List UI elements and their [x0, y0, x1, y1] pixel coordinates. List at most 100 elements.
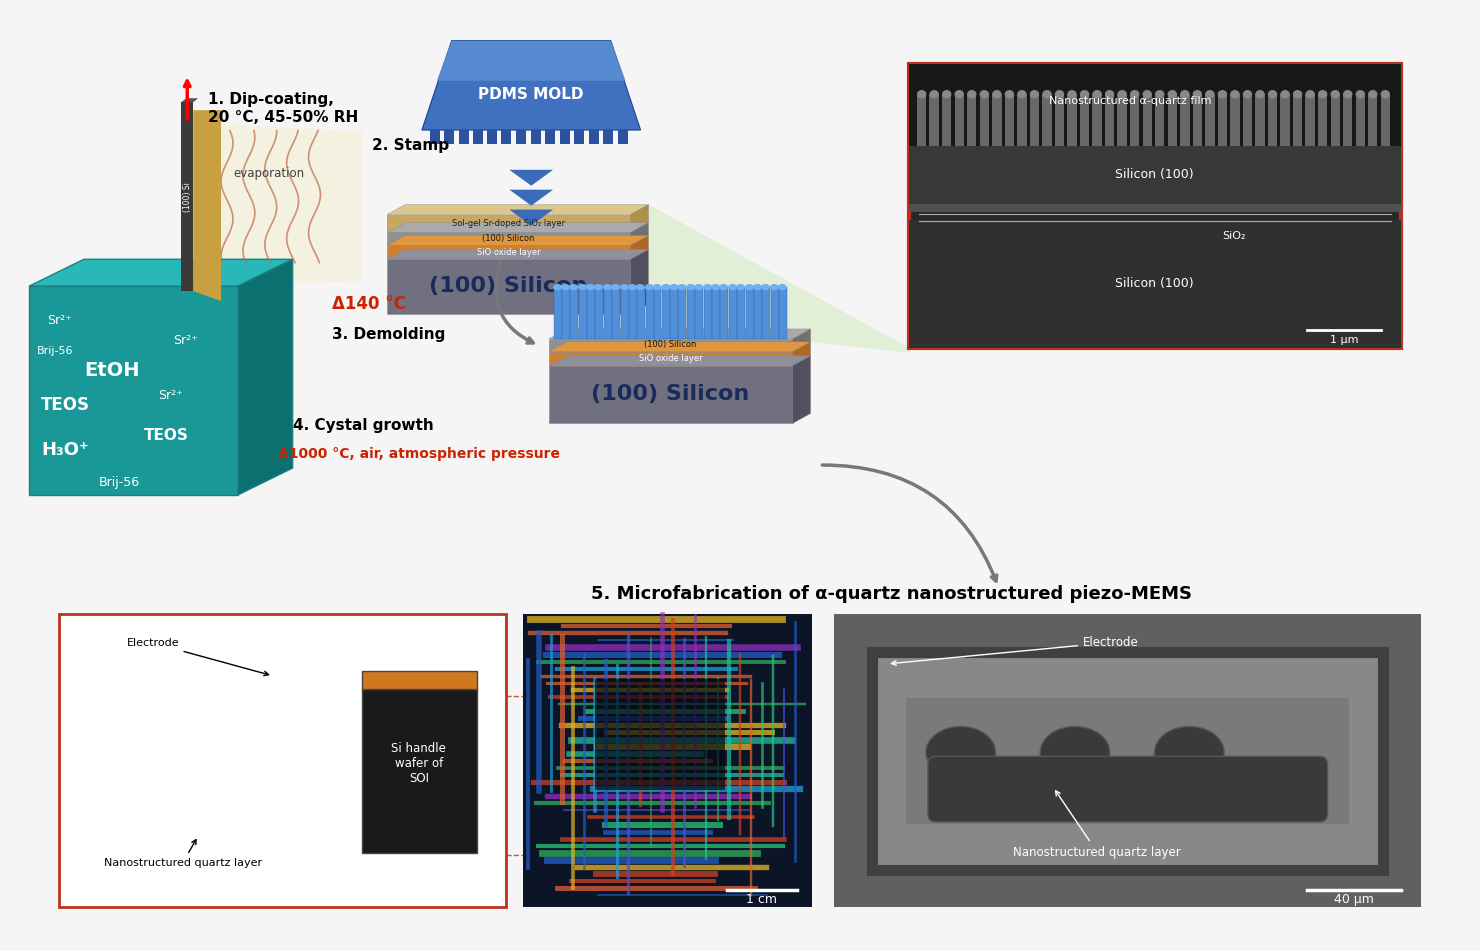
Bar [559, 130, 570, 144]
Text: SiO oxide layer: SiO oxide layer [638, 354, 702, 363]
Bar [388, 215, 630, 232]
Ellipse shape [712, 284, 721, 290]
Bar [554, 287, 562, 339]
Text: Δ1000 °C, air, atmospheric pressure: Δ1000 °C, air, atmospheric pressure [278, 447, 559, 461]
Bar [388, 245, 630, 260]
Bar [663, 287, 670, 339]
Text: (100) Si: (100) Si [182, 182, 192, 211]
Bar [617, 130, 628, 144]
Bar [687, 287, 696, 339]
Bar [753, 287, 762, 339]
Bar [1356, 94, 1365, 146]
Ellipse shape [980, 90, 989, 99]
Ellipse shape [719, 284, 728, 290]
Bar [1255, 94, 1265, 146]
Bar [909, 220, 1402, 348]
Text: Brij-56: Brij-56 [99, 476, 141, 490]
Text: 2. Stamp: 2. Stamp [371, 138, 450, 153]
Polygon shape [549, 329, 811, 339]
Ellipse shape [992, 90, 1002, 99]
Polygon shape [181, 102, 194, 291]
Ellipse shape [669, 284, 678, 290]
Bar [620, 287, 629, 339]
Bar [721, 287, 728, 339]
Bar [1154, 94, 1165, 146]
Bar [1193, 94, 1202, 146]
Bar [730, 287, 737, 339]
Bar [602, 130, 613, 144]
Bar [363, 689, 477, 853]
Ellipse shape [1017, 90, 1027, 99]
Ellipse shape [1055, 90, 1064, 99]
Bar [966, 94, 977, 146]
Bar [570, 287, 579, 339]
Ellipse shape [1230, 90, 1240, 99]
Bar [1280, 94, 1289, 146]
Bar [531, 130, 542, 144]
Bar [517, 130, 527, 144]
Ellipse shape [1356, 90, 1365, 99]
Bar [778, 287, 787, 339]
FancyBboxPatch shape [928, 756, 1328, 822]
Bar [992, 94, 1002, 146]
Ellipse shape [1042, 90, 1052, 99]
Ellipse shape [1342, 90, 1353, 99]
Ellipse shape [926, 727, 996, 778]
Bar [670, 287, 678, 339]
Ellipse shape [1305, 90, 1314, 99]
Text: (100) Silicon: (100) Silicon [644, 340, 697, 349]
Polygon shape [549, 342, 811, 352]
Bar [835, 614, 1421, 907]
Polygon shape [630, 223, 648, 245]
Ellipse shape [1193, 90, 1202, 99]
Ellipse shape [579, 284, 588, 290]
Ellipse shape [602, 284, 611, 290]
Text: 3. Demolding: 3. Demolding [333, 327, 445, 341]
Text: 5. Microfabrication of α-quartz nanostructured piezo-MEMS: 5. Microfabrication of α-quartz nanostru… [591, 585, 1191, 603]
Bar [1131, 94, 1140, 146]
Text: (100) Silicon: (100) Silicon [482, 234, 534, 243]
Polygon shape [194, 110, 221, 301]
Text: Electrode: Electrode [891, 636, 1138, 666]
Ellipse shape [678, 284, 687, 290]
Text: TEOS: TEOS [41, 397, 90, 415]
Bar [906, 698, 1350, 824]
Bar [1055, 94, 1064, 146]
Text: Sr²⁺: Sr²⁺ [173, 335, 198, 347]
Polygon shape [238, 260, 293, 495]
Ellipse shape [1092, 90, 1101, 99]
Bar [595, 679, 725, 790]
Text: 1. Dip-coating,
20 °C, 45-50% RH: 1. Dip-coating, 20 °C, 45-50% RH [209, 92, 358, 125]
Bar [59, 614, 506, 907]
Text: evaporation: evaporation [232, 166, 303, 180]
Polygon shape [509, 189, 554, 205]
Bar [1381, 94, 1390, 146]
Polygon shape [30, 260, 293, 286]
Bar [746, 287, 753, 339]
Text: Sr²⁺: Sr²⁺ [47, 315, 73, 327]
Ellipse shape [703, 284, 712, 290]
Polygon shape [181, 98, 198, 102]
Polygon shape [388, 204, 648, 215]
Bar [472, 130, 482, 144]
Ellipse shape [611, 284, 620, 290]
Ellipse shape [1268, 90, 1277, 99]
Text: Sol-gel Sr-doped SiO₂ layer: Sol-gel Sr-doped SiO₂ layer [451, 219, 565, 228]
Bar [1168, 94, 1177, 146]
Polygon shape [630, 236, 648, 260]
Ellipse shape [561, 284, 570, 290]
Bar [545, 130, 555, 144]
Ellipse shape [955, 90, 963, 99]
Ellipse shape [1255, 90, 1265, 99]
Text: 4. Cystal growth: 4. Cystal growth [293, 418, 434, 434]
Bar [1331, 94, 1339, 146]
Ellipse shape [620, 284, 629, 290]
Ellipse shape [929, 90, 938, 99]
Ellipse shape [761, 284, 770, 290]
Ellipse shape [918, 90, 926, 99]
Ellipse shape [1331, 90, 1339, 99]
Text: Si handle
wafer of
SOI: Si handle wafer of SOI [391, 742, 447, 785]
Bar [929, 94, 938, 146]
Ellipse shape [1280, 90, 1289, 99]
Ellipse shape [653, 284, 662, 290]
